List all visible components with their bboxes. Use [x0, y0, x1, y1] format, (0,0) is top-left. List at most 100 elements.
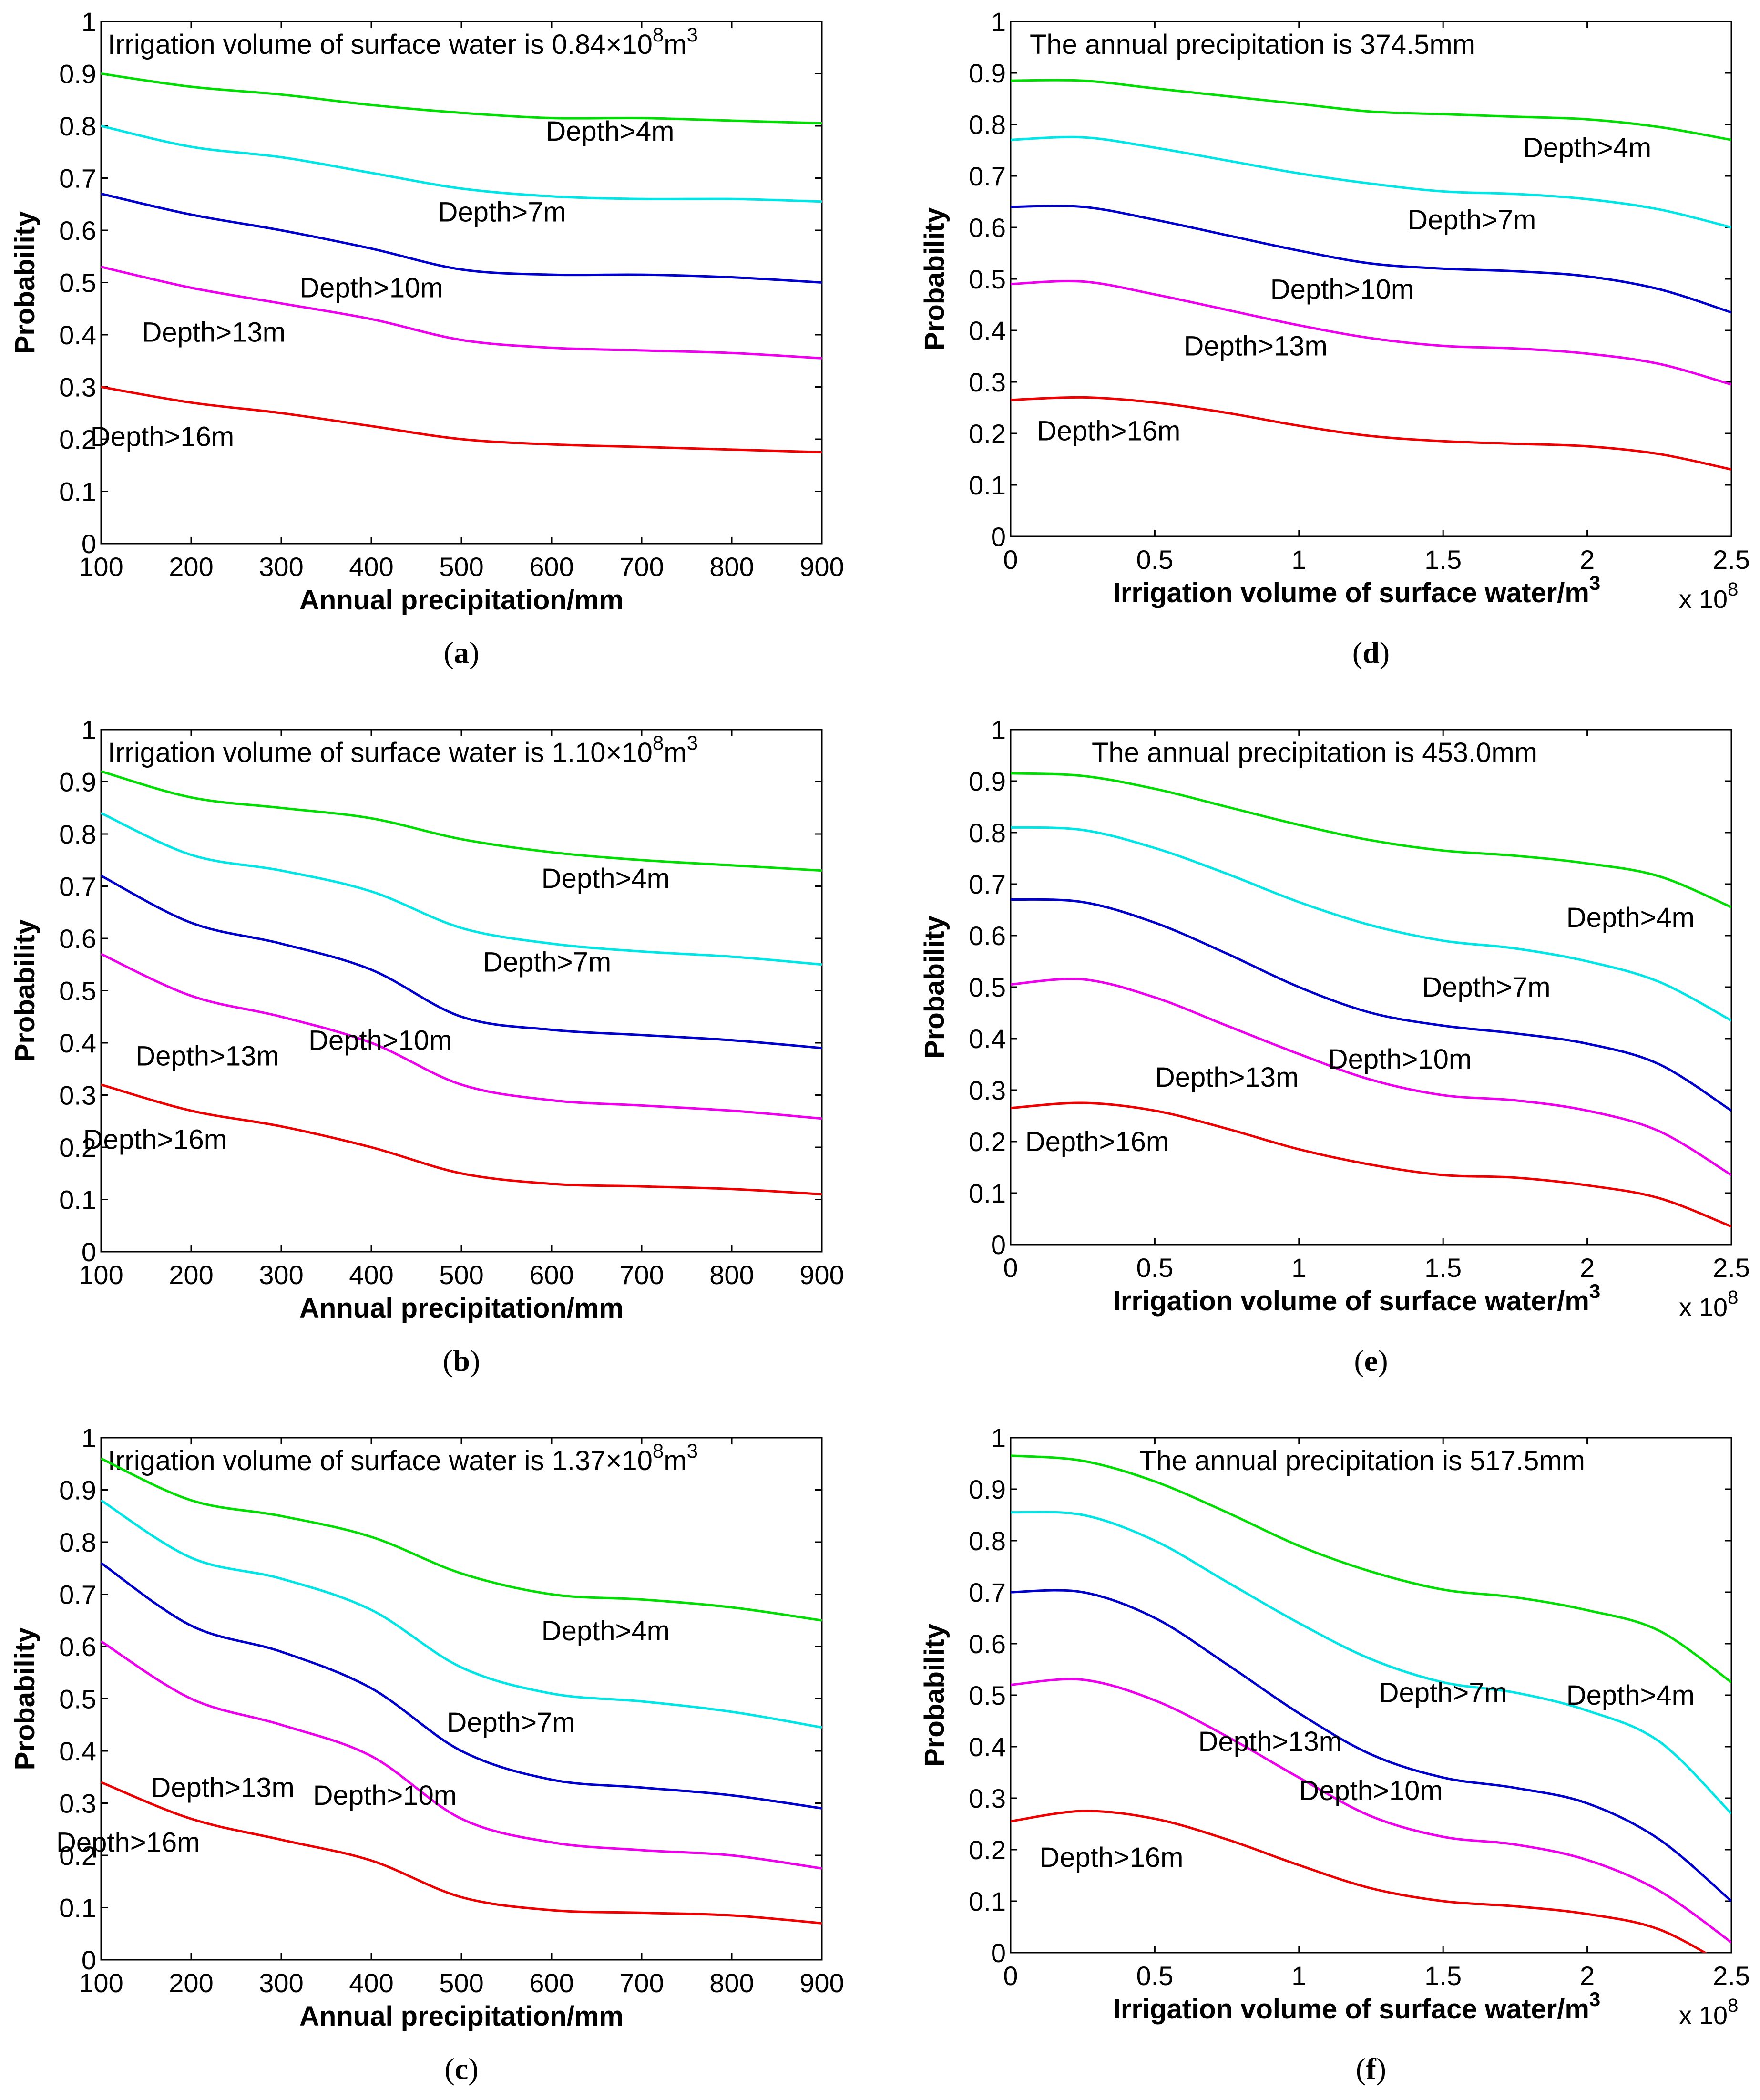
y-tick-label: 0.3 — [969, 367, 1006, 397]
x-tick-label: 600 — [529, 552, 573, 582]
series-line-depth-13m — [1011, 978, 1731, 1176]
x-tick-label: 1.5 — [1424, 545, 1462, 575]
y-tick-label: 0.9 — [59, 767, 96, 797]
series-label: Depth>10m — [1270, 274, 1414, 305]
chart-panel-b: 0 0.1 0.2 0.3 0.4 0.5 0.6 0.7 0.8 0.9 1 100 200 300 40… — [10, 715, 844, 1378]
y-axis-label: Probability — [10, 1627, 41, 1771]
x-tick-label: 500 — [439, 1968, 483, 1998]
y-tick-label: 0.1 — [59, 1185, 96, 1215]
y-tick-label: 0.6 — [59, 216, 96, 246]
y-axis-label: Probability — [919, 1624, 950, 1767]
y-tick-label: 0.9 — [969, 766, 1006, 796]
x-tick-label: 900 — [799, 552, 844, 582]
y-tick-label: 0.3 — [59, 372, 96, 402]
y-tick-label: 0.6 — [59, 924, 96, 954]
series-label: Depth>13m — [1184, 330, 1327, 361]
y-tick-label: 0.5 — [59, 1684, 96, 1714]
y-tick-label: 0.1 — [969, 470, 1006, 500]
x-tick-label: 400 — [349, 1260, 393, 1290]
x-tick-label: 2 — [1580, 545, 1595, 575]
series-group — [101, 770, 822, 1196]
x-tick-label: 400 — [349, 552, 393, 582]
x-tick-label: 300 — [259, 1260, 303, 1290]
x-tick-label: 100 — [79, 552, 123, 582]
y-tick-label: 0.9 — [969, 58, 1006, 88]
series-label: Depth>10m — [299, 272, 443, 303]
series-line-depth-13m — [1011, 280, 1731, 386]
y-tick-label: 0.7 — [969, 869, 1006, 899]
y-tick-label: 0 — [82, 529, 96, 559]
x-axis-multiplier: x 108 — [1679, 579, 1738, 614]
x-tick-label: 0.5 — [1136, 545, 1173, 575]
series-line-depth-7m — [101, 124, 822, 203]
series-line-depth-10m — [101, 1562, 822, 1810]
x-tick-label: 100 — [79, 1260, 123, 1290]
panel-label: (a) — [444, 636, 480, 669]
x-tick-label: 900 — [799, 1968, 844, 1998]
series-group — [101, 1457, 822, 1925]
x-tick-label: 1 — [1291, 1961, 1306, 1991]
x-tick-label: 800 — [709, 1260, 754, 1290]
x-tick-label: 1 — [1291, 1253, 1306, 1283]
series-label: Depth>7m — [1379, 1678, 1507, 1709]
y-tick-label: 0.5 — [59, 976, 96, 1006]
series-label: Depth>16m — [1040, 1842, 1183, 1873]
y-tick-label: 0.4 — [59, 1028, 96, 1058]
panel-label: (b) — [443, 1344, 480, 1378]
y-tick-label: 0.7 — [59, 164, 96, 194]
x-tick-label: 0 — [1003, 1253, 1018, 1283]
y-tick-label: 1 — [82, 715, 96, 745]
series-line-depth-7m — [1011, 135, 1731, 229]
x-tick-label: 200 — [169, 552, 213, 582]
series-line-depth-4m — [101, 72, 822, 124]
x-tick-label: 800 — [709, 552, 754, 582]
series-label: Depth>7m — [483, 947, 611, 978]
x-tick-label: 2.5 — [1713, 1961, 1750, 1991]
y-tick-label: 0.6 — [969, 213, 1006, 243]
series-line-depth-7m — [1011, 826, 1731, 1022]
y-tick-label: 0.1 — [59, 1893, 96, 1923]
series-group — [101, 72, 822, 453]
chart-panel-a: 0 0.1 0.2 0.3 0.4 0.5 0.6 0.7 0.8 0.9 1 100 200 300 40… — [10, 7, 844, 669]
series-line-depth-10m — [1011, 205, 1731, 314]
y-tick-label: 0.3 — [59, 1789, 96, 1819]
x-axis-label: Annual precipitation/mm — [299, 1293, 624, 1324]
x-tick-label: 700 — [619, 1968, 664, 1998]
y-tick-label: 1 — [82, 7, 96, 37]
series-label: Depth>4m — [542, 863, 670, 894]
chart-annotation: The annual precipitation is 453.0mm — [1092, 737, 1537, 768]
series-line-depth-4m — [1011, 79, 1731, 141]
x-tick-label: 2 — [1580, 1961, 1595, 1991]
x-tick-label: 500 — [439, 1260, 483, 1290]
y-tick-label: 0.2 — [59, 1132, 96, 1163]
x-tick-label: 700 — [619, 552, 664, 582]
y-tick-label: 0.8 — [59, 111, 96, 141]
x-tick-label: 1.5 — [1424, 1961, 1462, 1991]
y-axis-label: Probability — [919, 207, 950, 350]
series-line-depth-13m — [101, 1640, 822, 1870]
series-line-depth-13m — [101, 953, 822, 1120]
y-tick-label: 0.9 — [59, 59, 96, 89]
series-line-depth-13m — [1011, 1678, 1731, 1944]
x-tick-label: 700 — [619, 1260, 664, 1290]
y-tick-label: 0.4 — [969, 316, 1006, 346]
y-tick-label: 0.3 — [969, 1075, 1006, 1105]
y-tick-label: 0.4 — [969, 1024, 1006, 1054]
chart-panel-e: 0 0.1 0.2 0.3 0.4 0.5 0.6 0.7 0.8 0.9 1 0 0.5 1 1.5 2 2.… — [919, 715, 1750, 1378]
y-tick-label: 0.7 — [59, 1580, 96, 1610]
y-tick-label: 0.7 — [59, 872, 96, 902]
x-tick-label: 400 — [349, 1968, 393, 1998]
series-line-depth-4m — [101, 770, 822, 872]
series-label: Depth>16m — [56, 1827, 200, 1858]
y-tick-label: 0.8 — [969, 1526, 1006, 1556]
y-tick-label: 0.4 — [59, 1736, 96, 1766]
x-tick-label: 500 — [439, 552, 483, 582]
chart-annotation: Irrigation volume of surface water is 0.… — [108, 23, 698, 60]
y-axis-label: Probability — [10, 919, 41, 1062]
series-label: Depth>4m — [542, 1616, 670, 1647]
y-tick-label: 0.2 — [59, 424, 96, 454]
panel-label: (d) — [1352, 636, 1390, 669]
y-tick-label: 0.8 — [969, 110, 1006, 140]
x-tick-label: 800 — [709, 1968, 754, 1998]
y-tick-label: 0.5 — [969, 264, 1006, 294]
